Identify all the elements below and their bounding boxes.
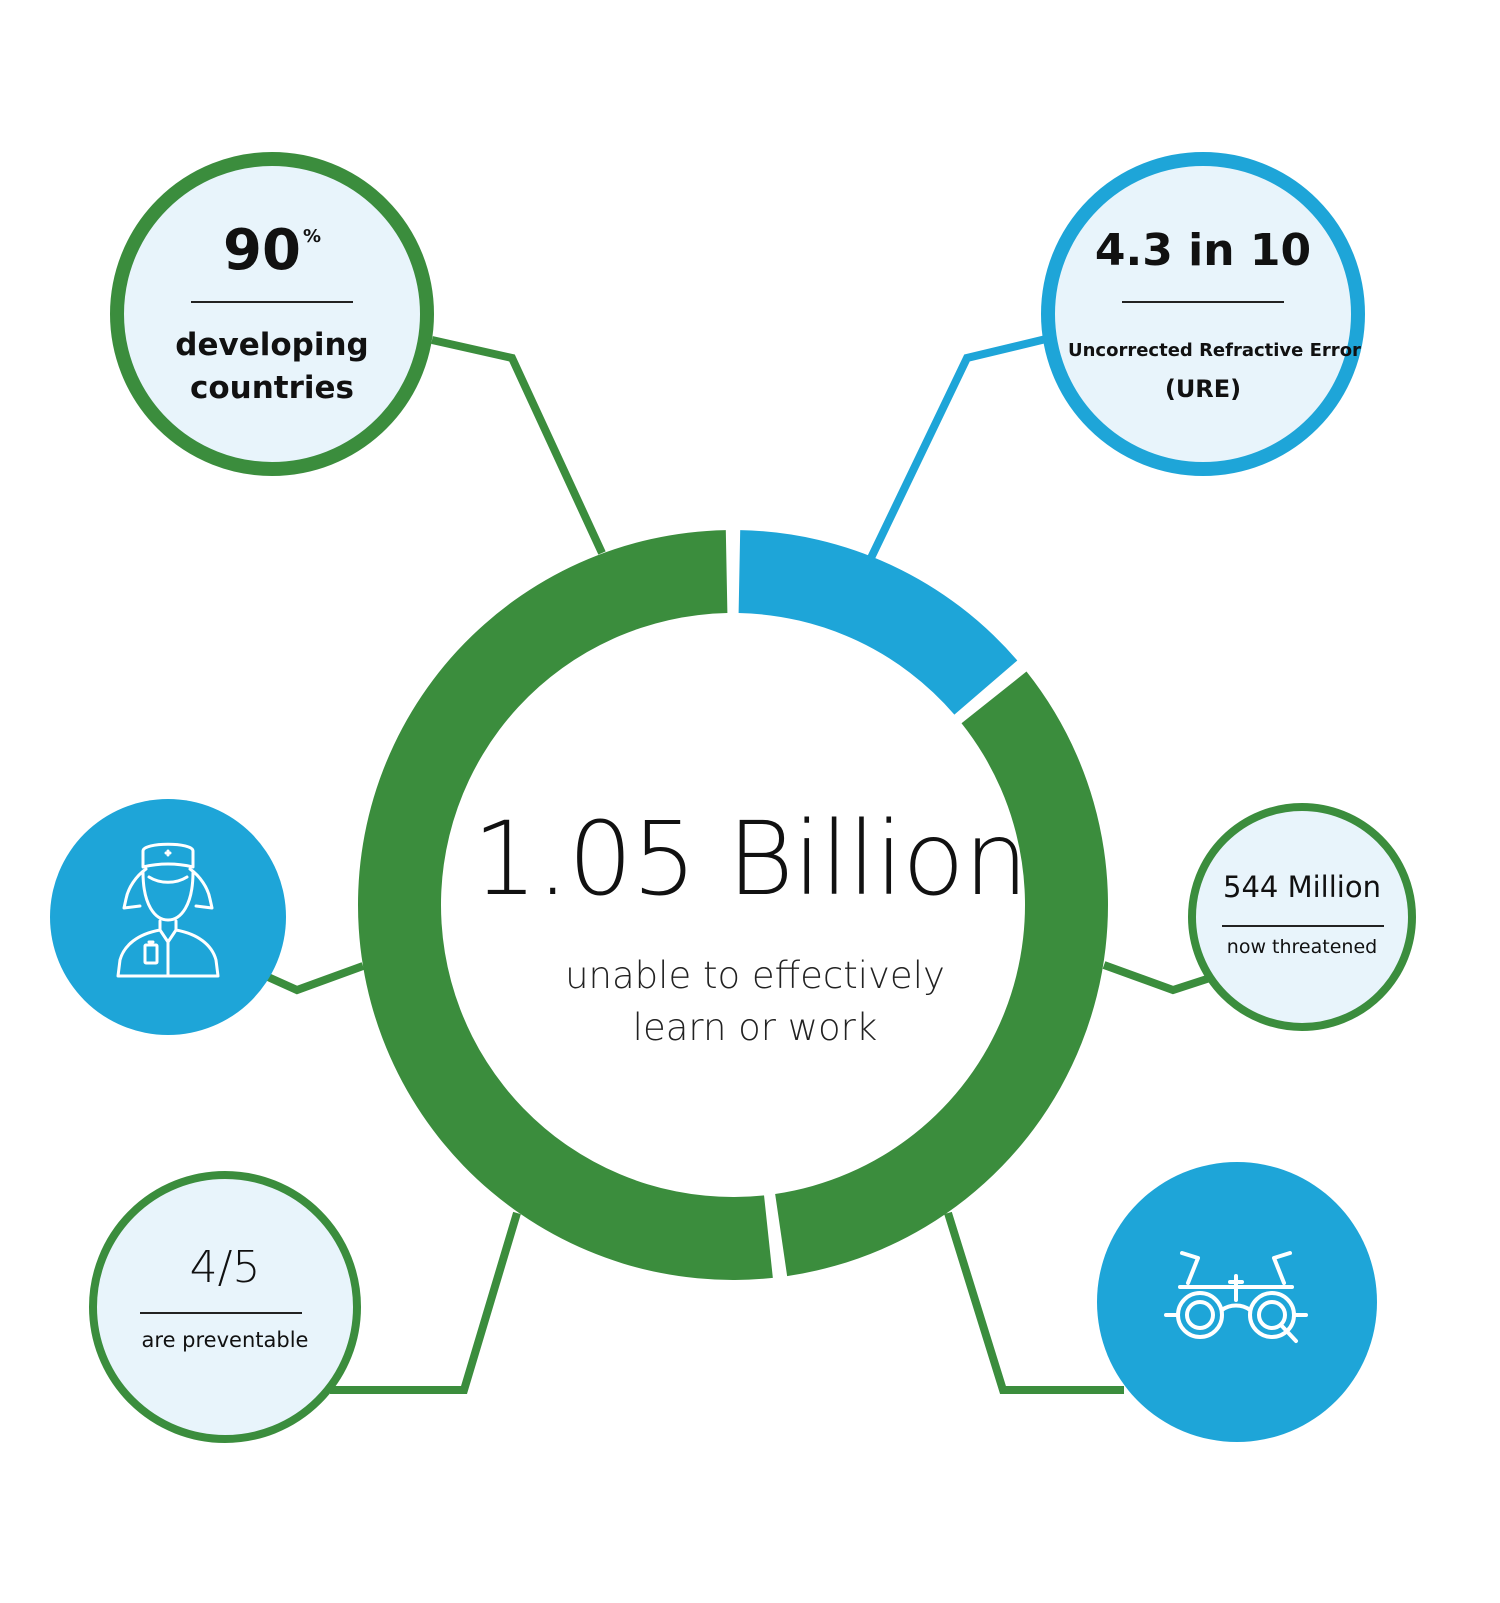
ring-segment-green-right	[775, 671, 1108, 1277]
center-value: 1.05 Billion	[472, 800, 1029, 919]
ure-label: Uncorrected Refractive Error (URE)	[1068, 332, 1361, 408]
connector-ure	[866, 335, 1047, 562]
developing-unit: %	[302, 226, 321, 247]
developing-label: developing countries	[172, 324, 372, 410]
developing-number: 90	[223, 218, 301, 283]
donut-ring	[358, 530, 1108, 1280]
ure-line1: Uncorrected Refractive Error	[1068, 340, 1361, 361]
bubble-ure	[1041, 152, 1365, 476]
bubble-nurse	[50, 799, 286, 1035]
preventable-label: are preventable	[141, 1328, 309, 1352]
ure-value: 4.3 in 10	[1094, 225, 1312, 276]
center-caption-line1: unable to effectively	[565, 954, 945, 997]
ure-line2: (URE)	[1164, 375, 1242, 403]
connector-developing	[431, 336, 606, 555]
bubble-threatened	[1188, 803, 1416, 1031]
connectors	[266, 335, 1212, 1394]
bubble-preventable	[89, 1171, 361, 1443]
developing-value: 90%	[172, 218, 372, 283]
center-caption: unable to effectively learn or work	[520, 950, 990, 1054]
developing-line2: countries	[189, 370, 355, 406]
developing-line1: developing	[175, 327, 369, 363]
nurse-icon	[116, 842, 220, 978]
bubble-developing	[110, 152, 434, 476]
connector-eyewear	[944, 1211, 1124, 1394]
ring-segment-green-left	[358, 530, 773, 1280]
ring-segment-blue	[738, 530, 1018, 715]
threatened-value: 544 Million	[1223, 870, 1381, 904]
bubble-eyewear	[1097, 1162, 1377, 1442]
preventable-value: 4/5	[189, 1242, 261, 1293]
connector-preventable	[330, 1211, 521, 1394]
center-caption-line2: learn or work	[632, 1006, 878, 1049]
threatened-label: now threatened	[1226, 936, 1378, 958]
connector-nurse	[266, 962, 365, 995]
connector-threatened	[1102, 961, 1212, 995]
trial-frame-glasses-icon	[1164, 1251, 1308, 1343]
